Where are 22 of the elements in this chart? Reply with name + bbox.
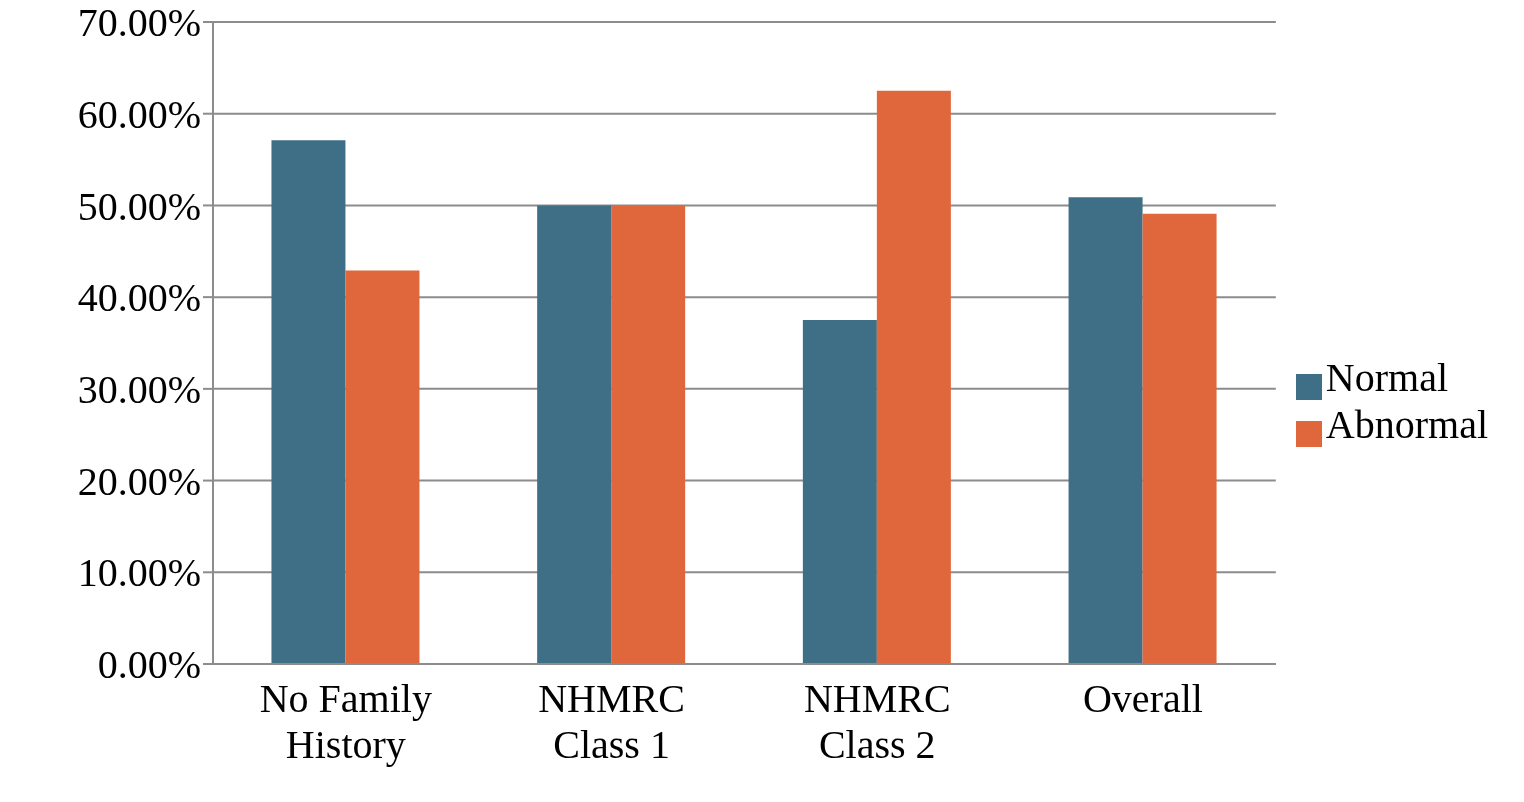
y-tick-label: 20.00%: [77, 458, 201, 504]
legend-label: Normal: [1325, 355, 1448, 400]
legend-label: Abnormal: [1325, 402, 1488, 447]
bar: [271, 140, 346, 664]
y-tick-label: 10.00%: [77, 550, 201, 596]
x-tick-label: NHMRC Class 1: [538, 676, 685, 767]
bar: [802, 320, 877, 664]
bar: [876, 90, 951, 664]
x-tick-label: NHMRC Class 2: [803, 676, 951, 767]
y-tick-label: 0.00%: [97, 642, 201, 688]
y-tick-label: 30.00%: [77, 367, 201, 413]
y-tick-label: 40.00%: [77, 275, 201, 321]
bar: [611, 205, 686, 664]
bar: [537, 205, 612, 664]
bar: [1142, 213, 1217, 664]
y-tick-label: 50.00%: [77, 183, 201, 229]
y-tick-label: 70.00%: [77, 0, 201, 46]
x-tick-label: Overall: [1082, 676, 1203, 721]
y-tick-label: 60.00%: [77, 91, 201, 137]
bar: [1068, 197, 1143, 664]
bar: [345, 270, 420, 664]
x-tick-label: No Family History: [259, 676, 432, 767]
